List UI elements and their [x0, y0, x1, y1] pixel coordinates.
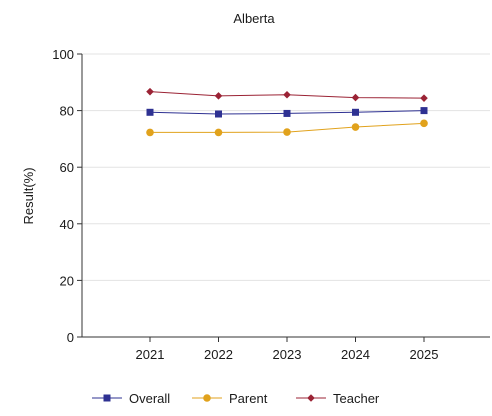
data-point-teacher [351, 93, 360, 102]
x-tick-label: 2025 [410, 347, 439, 362]
legend-marker-overall [103, 394, 111, 402]
legend-item-teacher: Teacher [296, 391, 380, 406]
data-point-teacher [420, 94, 428, 102]
series-parent [146, 119, 428, 137]
legend-label-teacher: Teacher [333, 391, 380, 406]
x-tick-label: 2023 [273, 347, 302, 362]
legend: Overall Parent Teacher [92, 391, 380, 406]
data-point-overall [420, 107, 428, 115]
data-point-overall [283, 109, 291, 117]
legend-label-overall: Overall [129, 391, 170, 406]
y-tick-label: 100 [52, 47, 74, 62]
chart-title: Alberta [233, 11, 275, 26]
x-tick-label: 2021 [136, 347, 165, 362]
gridlines [82, 53, 490, 281]
series-group [146, 87, 428, 137]
y-tick-label: 60 [60, 160, 74, 175]
data-point-parent [214, 128, 223, 137]
data-point-parent [146, 128, 154, 137]
legend-item-parent: Parent [192, 391, 268, 406]
data-point-teacher [214, 92, 223, 100]
data-point-overall [146, 108, 154, 116]
data-point-parent [420, 119, 428, 128]
x-tick-label: 2024 [341, 347, 370, 362]
data-point-overall [215, 110, 222, 118]
data-point-overall [352, 108, 359, 116]
y-axis-label: Result(%) [21, 167, 36, 224]
legend-marker-parent [203, 394, 211, 402]
y-tick-label: 0 [67, 330, 74, 345]
legend-marker-teacher [307, 394, 315, 402]
legend-label-parent: Parent [229, 391, 268, 406]
y-tick-label: 80 [60, 104, 74, 119]
data-point-teacher [283, 90, 291, 99]
series-teacher [146, 87, 428, 102]
data-point-parent [283, 128, 291, 136]
series-overall [146, 107, 428, 118]
x-tick-label: 2022 [204, 347, 233, 362]
axes: 0 20 40 60 80 100 2021 2022 2023 2024 2025 [52, 47, 490, 362]
data-point-parent [351, 123, 360, 131]
y-tick-label: 40 [60, 217, 74, 232]
data-point-teacher [146, 87, 154, 96]
legend-item-overall: Overall [92, 391, 170, 406]
y-tick-label: 20 [60, 273, 74, 288]
